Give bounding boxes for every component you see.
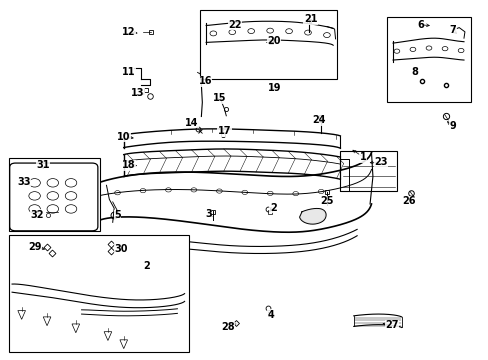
Text: 2: 2 (269, 203, 276, 212)
Text: 11: 11 (122, 67, 135, 77)
Text: 25: 25 (320, 196, 333, 206)
Text: 7: 7 (448, 25, 455, 35)
Text: 17: 17 (217, 126, 231, 136)
Text: 18: 18 (122, 160, 135, 170)
Text: 31: 31 (37, 160, 50, 170)
Text: 1: 1 (359, 152, 366, 162)
Text: 10: 10 (117, 132, 130, 142)
Polygon shape (299, 209, 325, 224)
Text: 30: 30 (114, 244, 127, 254)
Text: 8: 8 (410, 67, 417, 77)
Text: 22: 22 (228, 20, 241, 30)
Text: 24: 24 (311, 115, 325, 125)
Bar (9, 235, 189, 352)
Bar (200, 10, 336, 80)
Text: 6: 6 (416, 20, 423, 30)
Text: 26: 26 (401, 196, 415, 206)
Text: 19: 19 (267, 82, 281, 93)
Text: 4: 4 (267, 310, 274, 320)
Text: 16: 16 (198, 76, 211, 86)
Text: 33: 33 (17, 177, 31, 187)
Text: 32: 32 (31, 210, 44, 220)
Bar (9, 158, 100, 231)
Bar (386, 17, 470, 102)
Bar (340, 151, 396, 190)
Text: 15: 15 (212, 93, 226, 103)
Text: 2: 2 (142, 261, 149, 271)
Text: 9: 9 (448, 121, 455, 131)
Text: 23: 23 (373, 157, 387, 167)
Text: 5: 5 (114, 210, 121, 220)
Text: 27: 27 (385, 320, 398, 330)
Text: 12: 12 (122, 27, 135, 37)
Text: 13: 13 (131, 88, 144, 98)
Text: 21: 21 (303, 14, 317, 24)
Text: 20: 20 (267, 36, 281, 46)
Text: 28: 28 (221, 323, 234, 333)
Text: 29: 29 (28, 242, 42, 252)
Text: 14: 14 (184, 118, 198, 128)
Text: 3: 3 (205, 209, 211, 219)
